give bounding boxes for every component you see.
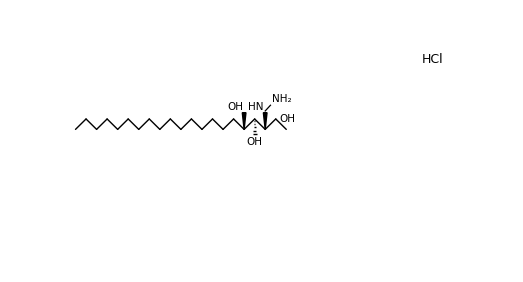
Text: HCl: HCl: [422, 53, 443, 66]
Text: HN: HN: [248, 102, 263, 112]
Text: NH₂: NH₂: [271, 94, 291, 104]
Text: OH: OH: [227, 102, 243, 112]
Polygon shape: [242, 113, 246, 129]
Text: OH: OH: [247, 137, 263, 147]
Polygon shape: [264, 113, 267, 129]
Text: OH: OH: [279, 114, 295, 124]
